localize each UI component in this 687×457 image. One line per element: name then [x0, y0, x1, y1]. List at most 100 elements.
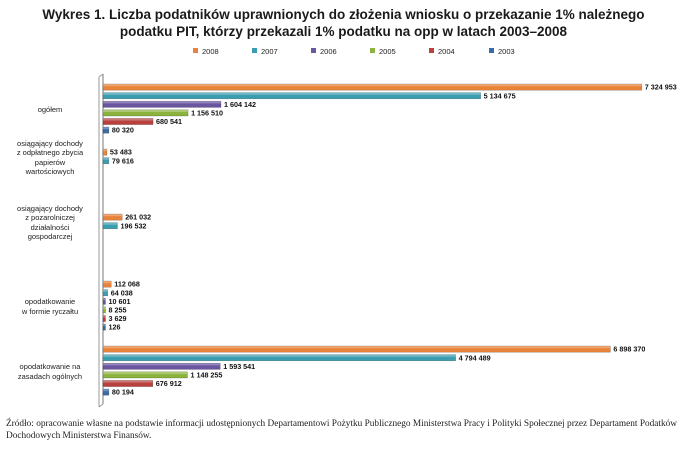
- category-label-line: gospodarczej: [27, 232, 73, 242]
- legend-swatch: [429, 48, 434, 53]
- bar-highlight: [103, 84, 642, 87]
- value-label: 1 148 255: [190, 371, 222, 380]
- bar-2007: [102, 157, 110, 165]
- bar-highlight: [103, 354, 456, 357]
- bar-2008: [102, 83, 643, 91]
- chart-title-line-1: Wykres 1. Liczba podatników uprawnionych…: [42, 7, 645, 22]
- value-label: 80 194: [112, 388, 134, 397]
- category-label: osiągający dochody z odpłatnego zbycia pap…: [4, 139, 96, 177]
- bar-highlight: [103, 281, 112, 284]
- legend-swatch: [489, 48, 494, 53]
- bar-highlight: [103, 363, 221, 366]
- bar-highlight: [103, 149, 107, 152]
- value-label: 196 532: [120, 221, 146, 230]
- value-label: 3 629: [109, 314, 127, 323]
- value-label: 53 483: [110, 148, 132, 157]
- value-label: 1 156 510: [191, 109, 223, 118]
- bar-2004: [102, 380, 154, 387]
- legend-swatch: [370, 48, 375, 53]
- value-label: 8 255: [109, 306, 127, 315]
- axis-wall-bottom: [98, 403, 104, 408]
- value-label: 79 616: [112, 156, 134, 165]
- category-label-line: osiągający dochody: [17, 138, 83, 148]
- bar-highlight: [103, 214, 123, 217]
- legend-label: 2004: [438, 47, 455, 56]
- legend-swatch: [193, 48, 198, 53]
- bar-highlight: [103, 118, 154, 121]
- bar-2008: [102, 213, 123, 221]
- value-label: 4 794 489: [459, 353, 491, 362]
- bar-2004: [102, 118, 154, 125]
- bar-highlight: [103, 306, 106, 309]
- value-label: 64 038: [111, 288, 133, 297]
- bar-2006: [102, 297, 106, 305]
- value-label: 10 601: [109, 297, 131, 306]
- value-label: 261 032: [125, 213, 151, 222]
- category-label: opodatkowanie na zasadach ogólnych: [4, 362, 96, 381]
- category-label-line: z odpłatnego zbycia: [16, 148, 84, 158]
- legend-item-2007: 2007: [252, 47, 278, 56]
- source-note: Źródło: opracowanie własne na podstawie …: [6, 419, 678, 441]
- category-label-line: ogółem: [37, 105, 63, 115]
- legend-label: 2003: [498, 47, 515, 56]
- bar-2008: [102, 148, 108, 156]
- bar-highlight: [103, 222, 118, 225]
- bar-2006: [102, 100, 222, 108]
- bar-highlight: [103, 346, 611, 349]
- chart-legend: 2008 2007 2006 2005 2004 2003: [0, 47, 687, 61]
- category-label-line: wartościowych: [25, 167, 75, 177]
- bar-2003: [102, 388, 110, 396]
- bar-highlight: [103, 389, 109, 392]
- bar-2007: [102, 289, 108, 297]
- bar-2005: [102, 371, 188, 379]
- bar-highlight: [103, 109, 189, 112]
- value-label: 6 898 370: [613, 345, 645, 354]
- bar-highlight: [103, 371, 188, 374]
- axis-wall-top: [98, 73, 104, 78]
- bar-2003: [102, 126, 110, 134]
- bar-2008: [102, 280, 112, 288]
- category-label-line: osiągający dochody: [17, 203, 83, 213]
- bar-highlight: [103, 324, 106, 327]
- bar-2003: [102, 323, 106, 331]
- category-label-line: zasadach ogólnych: [17, 371, 83, 381]
- bar-2005: [102, 109, 189, 117]
- bar-2008: [102, 345, 611, 353]
- category-label-line: opodatkowanie: [24, 297, 76, 307]
- value-label: 80 320: [112, 126, 134, 135]
- category-label: ogółem: [4, 105, 96, 115]
- bar-highlight: [103, 289, 108, 292]
- bar-highlight: [103, 157, 109, 160]
- value-label: 7 324 953: [645, 83, 677, 92]
- bar-highlight: [103, 380, 153, 383]
- value-label: 680 541: [156, 117, 182, 126]
- legend-item-2005: 2005: [370, 47, 396, 56]
- legend-item-2004: 2004: [429, 47, 455, 56]
- chart-title-line-2: podatku PIT, którzy przekazali 1% podatk…: [119, 24, 568, 39]
- value-label: 126: [109, 323, 121, 332]
- legend-item-2003: 2003: [489, 47, 515, 56]
- legend-label: 2005: [379, 47, 396, 56]
- category-label: osiągający dochody z pozarolniczej działal…: [4, 204, 96, 242]
- legend-label: 2008: [202, 47, 219, 56]
- value-label: 1 593 541: [223, 362, 255, 371]
- legend-label: 2007: [261, 47, 278, 56]
- bar-highlight: [103, 315, 106, 318]
- value-label: 112 068: [114, 280, 140, 289]
- category-label: opodatkowanie w formie ryczałtu: [4, 297, 96, 316]
- bar-2007: [102, 354, 456, 362]
- bar-2007: [102, 92, 481, 100]
- legend-item-2006: 2006: [311, 47, 337, 56]
- bar-highlight: [103, 92, 481, 95]
- category-label-line: opodatkowanie na: [19, 362, 81, 372]
- chart-title: Wykres 1. Liczba podatników uprawnionych…: [0, 6, 687, 40]
- bar-2007: [102, 222, 118, 230]
- value-label: 5 134 675: [484, 91, 516, 100]
- legend-swatch: [311, 48, 316, 53]
- bar-2006: [102, 362, 221, 370]
- value-label: 676 912: [156, 379, 182, 388]
- legend-swatch: [252, 48, 257, 53]
- bar-2004: [102, 315, 106, 322]
- category-label-line: z pozarolniczej: [25, 213, 75, 223]
